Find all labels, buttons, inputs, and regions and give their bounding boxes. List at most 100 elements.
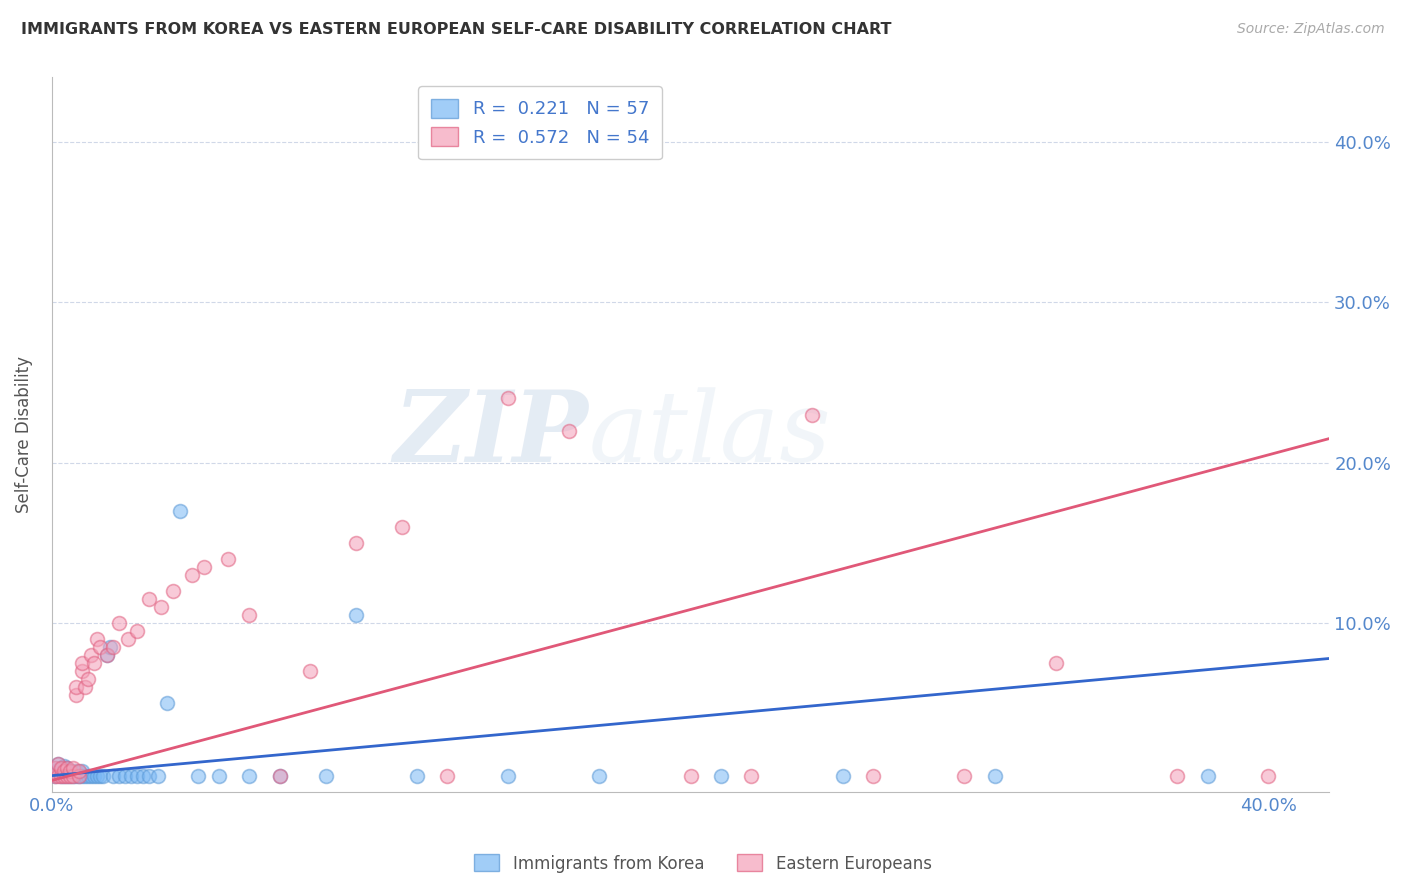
Point bbox=[70, 764, 93, 778]
Point bbox=[558, 424, 581, 438]
Text: Source: ZipAtlas.com: Source: ZipAtlas.com bbox=[1237, 22, 1385, 37]
Point bbox=[83, 657, 105, 671]
Point bbox=[710, 769, 733, 783]
Point bbox=[46, 767, 69, 781]
Point bbox=[299, 665, 322, 679]
Point bbox=[405, 769, 427, 783]
Point bbox=[983, 769, 1005, 783]
Point bbox=[67, 769, 90, 783]
Point bbox=[156, 697, 179, 711]
Point bbox=[56, 761, 79, 775]
Point bbox=[59, 769, 82, 783]
Point bbox=[70, 769, 93, 783]
Point bbox=[52, 769, 75, 783]
Point bbox=[56, 769, 79, 783]
Point bbox=[96, 648, 118, 663]
Point bbox=[150, 600, 173, 615]
Point bbox=[269, 769, 291, 783]
Point bbox=[801, 408, 824, 422]
Point bbox=[49, 761, 72, 775]
Point bbox=[49, 765, 72, 780]
Point bbox=[96, 648, 118, 663]
Point bbox=[107, 769, 129, 783]
Point bbox=[101, 640, 124, 655]
Point bbox=[679, 769, 702, 783]
Point bbox=[193, 560, 215, 574]
Point bbox=[75, 769, 97, 783]
Point bbox=[148, 769, 170, 783]
Point bbox=[93, 769, 115, 783]
Point bbox=[52, 759, 75, 773]
Point bbox=[59, 769, 82, 783]
Point bbox=[391, 520, 413, 534]
Point bbox=[107, 616, 129, 631]
Point bbox=[46, 764, 69, 778]
Point bbox=[120, 769, 142, 783]
Point bbox=[44, 769, 66, 783]
Point bbox=[344, 608, 367, 623]
Text: atlas: atlas bbox=[588, 387, 831, 483]
Point bbox=[56, 761, 79, 775]
Point bbox=[238, 608, 260, 623]
Point bbox=[125, 624, 148, 639]
Point bbox=[59, 764, 82, 778]
Point bbox=[138, 769, 160, 783]
Point bbox=[46, 757, 69, 772]
Point bbox=[1257, 769, 1279, 783]
Point bbox=[953, 769, 976, 783]
Y-axis label: Self-Care Disability: Self-Care Disability bbox=[15, 356, 32, 513]
Point bbox=[62, 769, 84, 783]
Point bbox=[62, 765, 84, 780]
Point bbox=[49, 769, 72, 783]
Point bbox=[65, 681, 87, 695]
Point bbox=[1045, 657, 1067, 671]
Point bbox=[86, 769, 108, 783]
Point bbox=[65, 764, 87, 778]
Point bbox=[77, 769, 100, 783]
Point bbox=[52, 764, 75, 778]
Point bbox=[46, 769, 69, 783]
Legend: R =  0.221   N = 57, R =  0.572   N = 54: R = 0.221 N = 57, R = 0.572 N = 54 bbox=[419, 87, 662, 160]
Point bbox=[70, 665, 93, 679]
Point bbox=[117, 632, 139, 647]
Point bbox=[208, 769, 231, 783]
Point bbox=[52, 764, 75, 778]
Point bbox=[180, 568, 202, 582]
Point bbox=[67, 769, 90, 783]
Point bbox=[67, 764, 90, 778]
Point bbox=[132, 769, 155, 783]
Point bbox=[62, 761, 84, 775]
Point bbox=[436, 769, 458, 783]
Point bbox=[52, 769, 75, 783]
Point bbox=[238, 769, 260, 783]
Point bbox=[89, 640, 111, 655]
Point bbox=[70, 657, 93, 671]
Point bbox=[59, 764, 82, 778]
Point bbox=[114, 769, 136, 783]
Point bbox=[496, 769, 519, 783]
Point bbox=[89, 769, 111, 783]
Point bbox=[1166, 769, 1188, 783]
Point bbox=[44, 769, 66, 783]
Point bbox=[49, 761, 72, 775]
Point bbox=[56, 765, 79, 780]
Point bbox=[125, 769, 148, 783]
Point bbox=[269, 769, 291, 783]
Point bbox=[496, 392, 519, 406]
Point bbox=[634, 119, 657, 133]
Point bbox=[98, 640, 121, 655]
Point bbox=[217, 552, 239, 566]
Point bbox=[101, 769, 124, 783]
Point bbox=[83, 769, 105, 783]
Point bbox=[46, 757, 69, 772]
Point bbox=[740, 769, 762, 783]
Point bbox=[80, 648, 103, 663]
Point bbox=[65, 689, 87, 703]
Point bbox=[75, 681, 97, 695]
Point bbox=[831, 769, 853, 783]
Point bbox=[62, 769, 84, 783]
Legend: Immigrants from Korea, Eastern Europeans: Immigrants from Korea, Eastern Europeans bbox=[468, 847, 938, 880]
Point bbox=[86, 632, 108, 647]
Point bbox=[67, 765, 90, 780]
Point bbox=[77, 673, 100, 687]
